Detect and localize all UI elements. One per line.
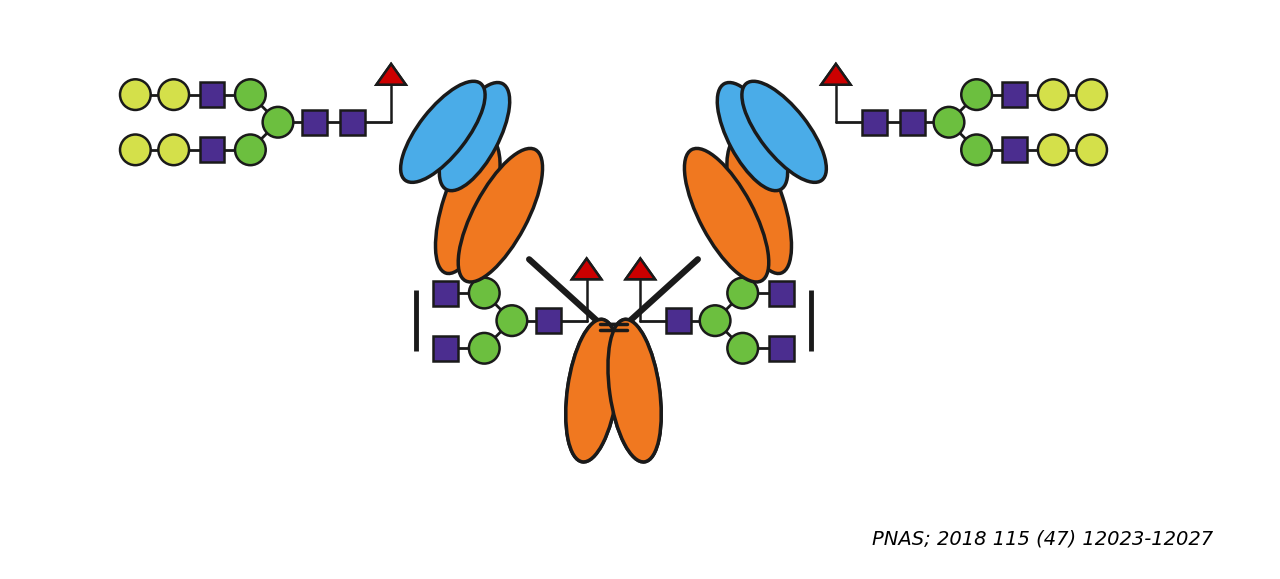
Bar <box>768 336 794 361</box>
Ellipse shape <box>717 83 787 190</box>
Ellipse shape <box>458 148 543 282</box>
Ellipse shape <box>566 320 620 462</box>
Circle shape <box>1076 134 1107 165</box>
Circle shape <box>961 134 992 165</box>
Ellipse shape <box>608 320 662 462</box>
Bar <box>302 110 326 135</box>
Circle shape <box>1076 79 1107 110</box>
Ellipse shape <box>608 320 662 462</box>
Circle shape <box>1038 134 1069 165</box>
Polygon shape <box>572 259 602 279</box>
Polygon shape <box>572 259 602 279</box>
Circle shape <box>933 107 964 138</box>
Bar <box>200 137 224 162</box>
Ellipse shape <box>439 83 509 190</box>
Circle shape <box>961 79 992 110</box>
Bar <box>434 281 458 306</box>
Polygon shape <box>822 64 850 85</box>
Text: PNAS; 2018 115 (47) 12023-12027: PNAS; 2018 115 (47) 12023-12027 <box>872 530 1213 549</box>
Polygon shape <box>626 259 655 279</box>
Circle shape <box>120 134 151 165</box>
Bar <box>666 308 691 333</box>
Bar <box>536 308 561 333</box>
Ellipse shape <box>435 138 500 273</box>
Polygon shape <box>822 64 850 85</box>
Ellipse shape <box>566 320 620 462</box>
Ellipse shape <box>401 81 485 182</box>
Ellipse shape <box>742 81 827 182</box>
Circle shape <box>159 134 189 165</box>
Polygon shape <box>626 259 655 279</box>
Bar <box>861 110 887 135</box>
Polygon shape <box>376 64 406 85</box>
Bar <box>1002 137 1028 162</box>
Circle shape <box>236 79 266 110</box>
Bar <box>340 110 365 135</box>
Circle shape <box>120 79 151 110</box>
Circle shape <box>727 278 758 309</box>
Circle shape <box>468 333 499 364</box>
Circle shape <box>727 333 758 364</box>
Circle shape <box>159 79 189 110</box>
Bar <box>1002 82 1028 107</box>
Circle shape <box>700 305 731 336</box>
Circle shape <box>497 305 527 336</box>
Circle shape <box>236 134 266 165</box>
Polygon shape <box>376 64 406 85</box>
Ellipse shape <box>685 148 769 282</box>
Circle shape <box>468 278 499 309</box>
Bar <box>768 281 794 306</box>
Circle shape <box>1038 79 1069 110</box>
Ellipse shape <box>727 138 791 273</box>
Circle shape <box>262 107 293 138</box>
Bar <box>434 336 458 361</box>
Bar <box>200 82 224 107</box>
Bar <box>900 110 925 135</box>
